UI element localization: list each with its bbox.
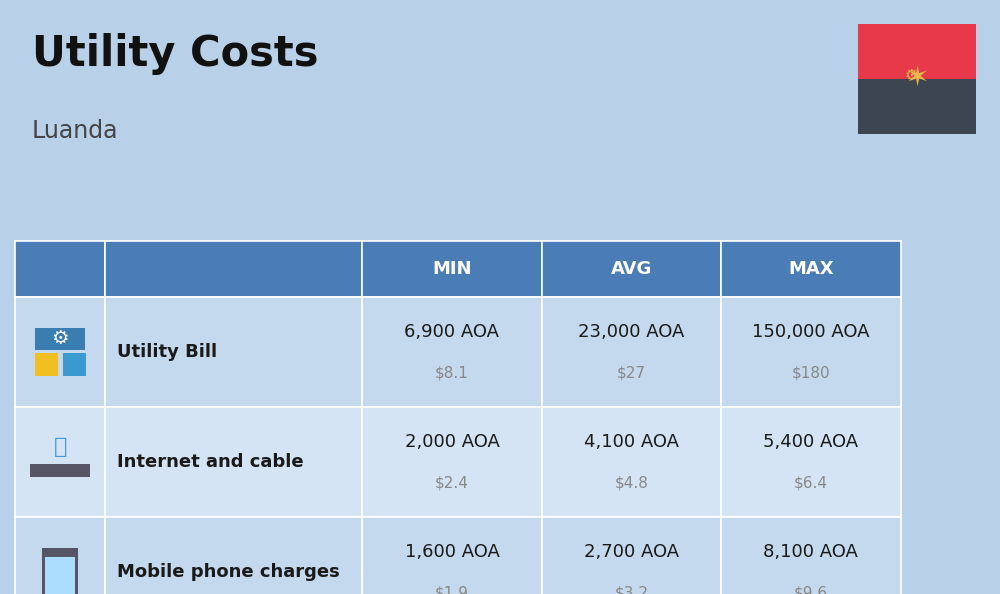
Bar [721, 407, 901, 517]
Bar [721, 517, 901, 594]
Bar [858, 78, 976, 134]
Text: $9.6: $9.6 [794, 585, 828, 594]
Text: MIN: MIN [432, 260, 472, 278]
Bar [542, 517, 721, 594]
Text: Utility Bill: Utility Bill [117, 343, 217, 361]
Text: 8,100 AOA: 8,100 AOA [763, 543, 858, 561]
Text: $27: $27 [617, 365, 646, 380]
Bar [105, 407, 362, 517]
Bar [30, 463, 90, 476]
Text: Internet and cable: Internet and cable [117, 453, 304, 471]
Text: $6.4: $6.4 [794, 475, 828, 490]
Text: Utility Costs: Utility Costs [32, 33, 318, 75]
Bar [362, 241, 542, 297]
Text: 5,400 AOA: 5,400 AOA [763, 433, 858, 451]
Text: Mobile phone charges: Mobile phone charges [117, 563, 340, 581]
Bar [362, 407, 542, 517]
Bar [542, 297, 721, 407]
Text: Luanda: Luanda [32, 119, 119, 143]
Bar [15, 407, 105, 517]
Text: $3.2: $3.2 [614, 585, 648, 594]
Bar [42, 548, 78, 594]
Text: 4,100 AOA: 4,100 AOA [584, 433, 679, 451]
Bar [858, 24, 976, 78]
Bar [15, 517, 105, 594]
Text: 2,700 AOA: 2,700 AOA [584, 543, 679, 561]
Text: $8.1: $8.1 [435, 365, 469, 380]
Text: ⚙: ⚙ [51, 330, 69, 348]
Text: 6,900 AOA: 6,900 AOA [404, 323, 499, 342]
Text: $1.9: $1.9 [435, 585, 469, 594]
Bar [362, 517, 542, 594]
Text: 📶: 📶 [53, 437, 67, 457]
Bar [15, 241, 105, 297]
Text: MAX: MAX [788, 260, 834, 278]
Bar [15, 297, 105, 407]
Text: $2.4: $2.4 [435, 475, 469, 490]
Text: AVG: AVG [611, 260, 652, 278]
Bar [35, 328, 85, 350]
Bar [105, 517, 362, 594]
Bar [35, 353, 58, 376]
Bar [542, 407, 721, 517]
Bar [721, 297, 901, 407]
Text: ✶: ✶ [905, 65, 929, 93]
Bar [721, 241, 901, 297]
Bar [105, 241, 362, 297]
Text: 1,600 AOA: 1,600 AOA [405, 543, 499, 561]
Bar [362, 297, 542, 407]
Bar [542, 241, 721, 297]
Text: $4.8: $4.8 [614, 475, 648, 490]
Text: $180: $180 [792, 365, 830, 380]
Bar [45, 557, 75, 594]
Text: ⚙: ⚙ [904, 68, 918, 83]
Text: 150,000 AOA: 150,000 AOA [752, 323, 870, 342]
Text: 2,000 AOA: 2,000 AOA [405, 433, 499, 451]
Bar [105, 297, 362, 407]
Bar [63, 353, 86, 376]
Text: 23,000 AOA: 23,000 AOA [578, 323, 685, 342]
